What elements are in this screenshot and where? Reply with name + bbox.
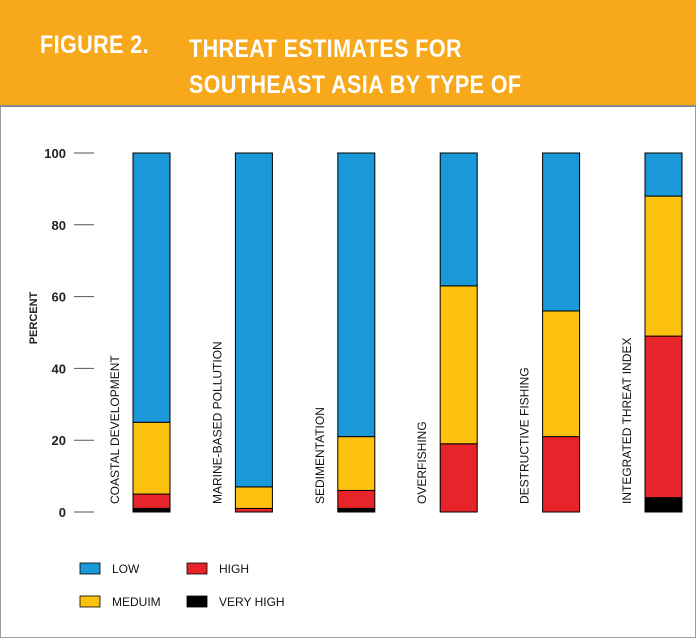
bars-group <box>132 152 683 513</box>
category-label: INTEGRATED THREAT INDEX <box>620 338 634 504</box>
bar-segment <box>337 507 376 513</box>
legend-swatch <box>79 562 101 575</box>
category-label: SEDIMENTATION <box>313 407 327 504</box>
y-tick-label: 40 <box>52 361 66 376</box>
y-tick-label: 80 <box>52 218 66 233</box>
bar-segment <box>234 507 273 513</box>
bar-segment <box>234 486 273 509</box>
bar-segment <box>132 507 171 513</box>
bar-segment <box>644 152 683 197</box>
y-axis: 0 20 40 60 80 100 <box>44 146 94 520</box>
legend-label: VERY HIGH <box>219 595 285 609</box>
bar-segment <box>234 152 273 488</box>
legend-swatch <box>186 595 208 608</box>
figure-title: THREAT ESTIMATES FOR SOUTHEAST ASIA BY T… <box>189 35 522 135</box>
category-labels: COASTAL DEVELOPMENT MARINE-BASED POLLUTIO… <box>108 338 634 504</box>
bar-segment <box>337 152 376 438</box>
bar-segment <box>439 443 478 513</box>
bar-segment <box>644 335 683 499</box>
legend-swatch <box>79 595 101 608</box>
bar-segment <box>439 152 478 287</box>
bar-segment <box>337 489 376 509</box>
figure-label: FIGURE 2. <box>40 31 150 59</box>
bar-segment <box>644 497 683 513</box>
y-axis-label: PERCENT <box>28 291 40 344</box>
legend-label: HIGH <box>219 562 249 576</box>
bar-segment <box>337 436 376 491</box>
category-label: MARINE-BASED POLLUTION <box>210 341 224 504</box>
bar-segment <box>542 310 581 438</box>
category-label: COASTAL DEVELOPMENT <box>108 355 122 504</box>
category-label: OVERFISHING <box>415 421 429 504</box>
bar-segment <box>132 421 171 495</box>
bar-segment <box>132 152 171 423</box>
category-label: DESTRUCTIVE FISHING <box>518 367 532 504</box>
legend-swatch <box>186 562 208 575</box>
y-tick-label: 20 <box>52 433 66 448</box>
figure-header: FIGURE 2. THREAT ESTIMATES FOR SOUTHEAST… <box>0 0 696 135</box>
legend-label: LOW <box>112 562 140 576</box>
bar-segment <box>644 195 683 337</box>
y-tick-label: 100 <box>44 146 66 161</box>
legend-label: MEDUIM <box>112 595 161 609</box>
bar-segment <box>542 436 581 513</box>
y-tick-label: 0 <box>59 505 66 520</box>
bar-segment <box>542 152 581 312</box>
legend: LOW HIGH MEDUIM VERY HIGH <box>79 562 285 609</box>
y-tick-label: 60 <box>52 290 66 305</box>
bar-segment <box>132 493 171 509</box>
bar-segment <box>439 285 478 445</box>
